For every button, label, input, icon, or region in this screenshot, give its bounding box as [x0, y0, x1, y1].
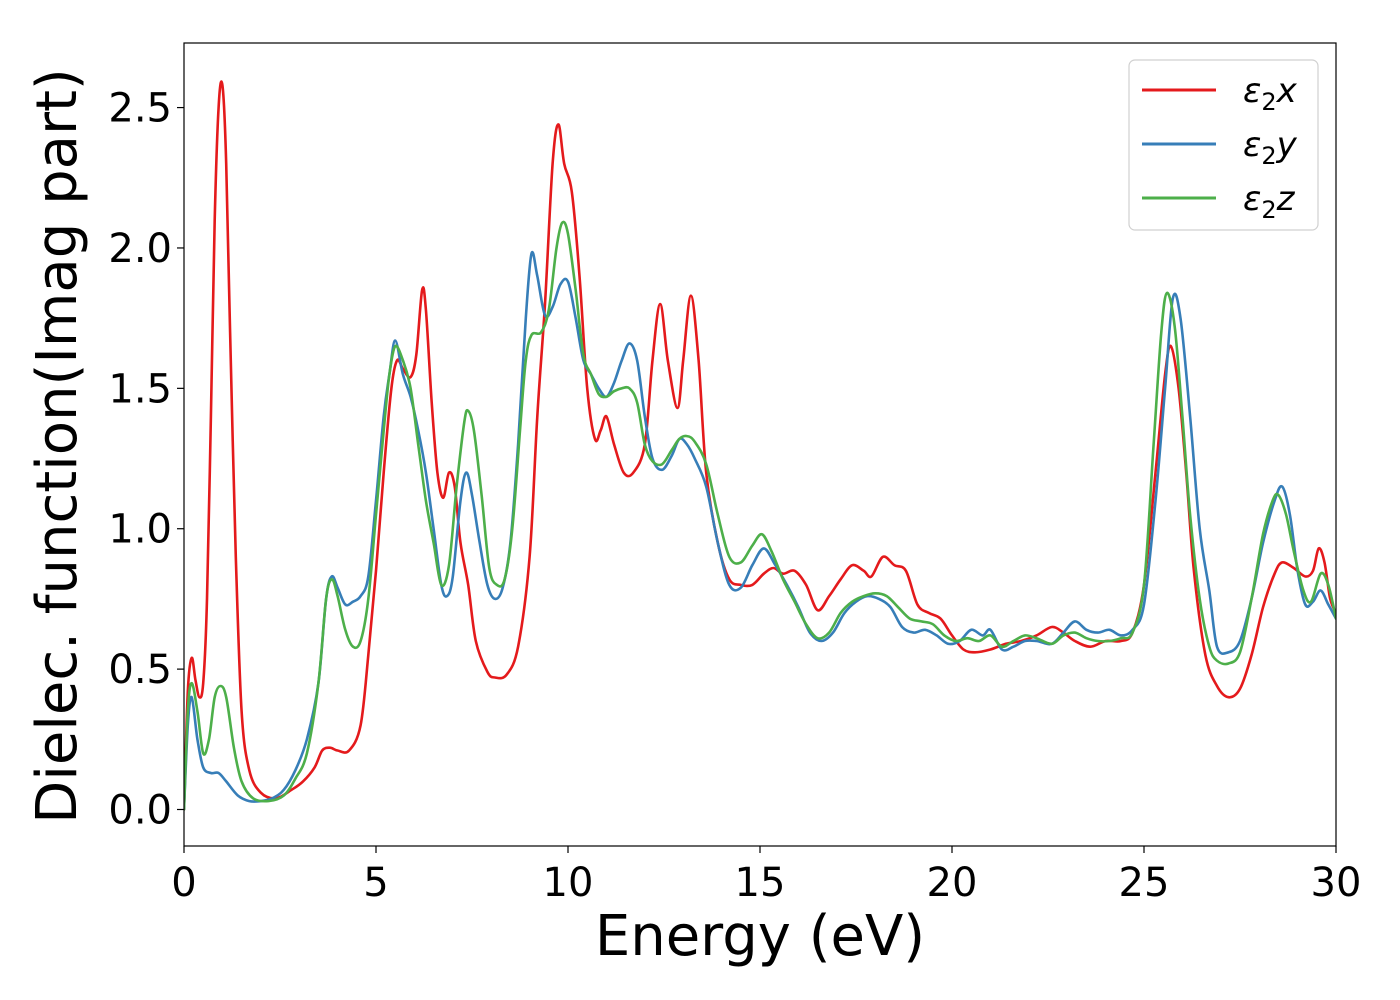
- y-tick-label: 0.5: [108, 647, 172, 693]
- x-tick-label: 10: [543, 860, 594, 906]
- x-tick-label: 0: [171, 860, 196, 906]
- y-tick-label: 2.0: [108, 226, 172, 272]
- y-tick-label: 1.0: [108, 507, 172, 553]
- y-tick-label: 1.5: [108, 366, 172, 412]
- legend-label-x: ε2x: [1243, 71, 1298, 116]
- series-line-y: [184, 250, 1336, 811]
- x-tick-label: 20: [927, 860, 978, 906]
- y-tick-label: 0.0: [108, 788, 172, 834]
- x-axis-title: Energy (eV): [595, 904, 925, 969]
- x-tick-label: 25: [1119, 860, 1170, 906]
- series-layer: [184, 80, 1336, 811]
- legend: ε2x ε2y ε2z: [1128, 59, 1319, 231]
- series-line-z: [184, 220, 1336, 811]
- legend-box: [1128, 59, 1319, 231]
- x-tick-label: 5: [363, 860, 388, 906]
- legend-label-z: ε2z: [1243, 179, 1296, 224]
- x-tick-label: 15: [735, 860, 786, 906]
- x-tick-label: 30: [1311, 860, 1362, 906]
- x-axis: 0 5 10 15 20 25 30: [171, 846, 1361, 906]
- legend-label-y: ε2y: [1243, 125, 1298, 170]
- y-axis-title: Dielec. function(Imag part): [25, 68, 90, 824]
- y-tick-label: 2.5: [108, 86, 172, 132]
- y-axis: 0.0 0.5 1.0 1.5 2.0 2.5: [108, 86, 184, 834]
